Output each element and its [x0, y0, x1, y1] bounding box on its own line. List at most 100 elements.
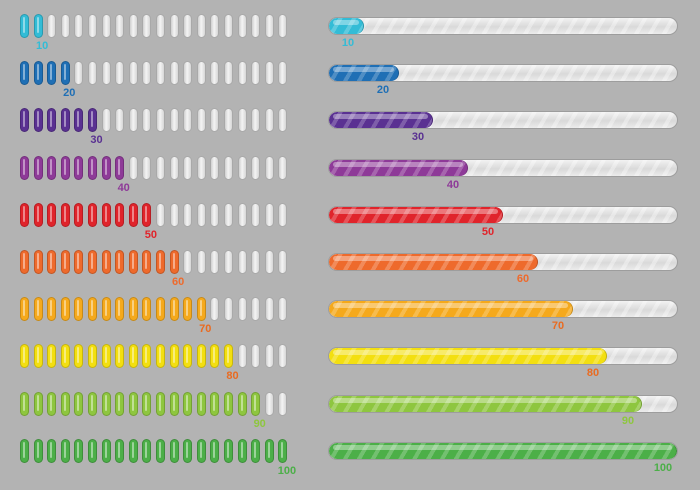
- progress-bar-fill: [329, 112, 434, 129]
- progress-segment-filled: [156, 297, 165, 322]
- progress-segment-filled: [210, 344, 220, 369]
- segmented-progress-label: 80: [226, 370, 239, 383]
- progress-segment-empty: [264, 344, 274, 369]
- progress-segment-filled: [88, 391, 97, 416]
- progress-segment-filled: [20, 108, 29, 133]
- progress-bar-track-60: [328, 253, 678, 271]
- progress-segment-filled: [264, 438, 274, 463]
- progress-segment-empty: [101, 61, 111, 86]
- segmented-progress-label: 20: [63, 87, 76, 100]
- progress-segment-filled: [20, 391, 29, 416]
- segmented-progress-label: 50: [144, 228, 158, 241]
- continuous-progress-label: 100: [653, 461, 673, 474]
- progress-segment-filled: [88, 202, 97, 227]
- progress-segment-empty: [237, 108, 247, 133]
- progress-segment-filled: [183, 391, 193, 416]
- progress-bar-fill: [329, 65, 399, 82]
- progress-segment-filled: [115, 297, 125, 322]
- progress-segment-filled: [20, 155, 29, 180]
- progress-bar-fill: [329, 348, 608, 365]
- progress-segment-filled: [278, 438, 288, 463]
- continuous-progress-label: 10: [341, 37, 355, 49]
- segmented-progress-bar-80: [20, 344, 300, 369]
- progress-bar-track-50: [328, 205, 678, 224]
- progress-segment-filled: [101, 391, 111, 416]
- progress-bar-fill: [329, 254, 538, 270]
- progress-segment-empty: [183, 108, 193, 133]
- progress-segment-filled: [142, 344, 152, 369]
- progress-segment-filled: [74, 250, 84, 274]
- progress-segment-filled: [20, 14, 29, 38]
- progress-segment-empty: [278, 391, 288, 416]
- progress-bar-fill: [329, 395, 643, 412]
- progress-segment-filled: [33, 344, 43, 369]
- continuous-progress-label: 80: [586, 367, 600, 380]
- progress-segment-empty: [88, 14, 97, 38]
- progress-segment-empty: [210, 14, 220, 38]
- progress-segment-empty: [251, 250, 261, 274]
- progress-segment-empty: [224, 14, 233, 38]
- progress-bar-track-30: [328, 111, 678, 130]
- progress-segment-filled: [20, 438, 29, 463]
- continuous-progress-label: 50: [481, 225, 495, 238]
- progress-segment-empty: [47, 14, 57, 38]
- progress-segment-empty: [210, 61, 220, 86]
- progress-segment-filled: [60, 108, 70, 133]
- progress-segment-empty: [142, 61, 152, 86]
- progress-segment-empty: [196, 155, 206, 180]
- progress-segment-filled: [128, 344, 138, 369]
- progress-segment-filled: [169, 250, 179, 274]
- progress-segment-filled: [169, 391, 179, 416]
- progress-segment-empty: [74, 61, 84, 86]
- progress-segment-filled: [115, 344, 125, 369]
- progress-segment-filled: [183, 344, 193, 369]
- progress-segment-filled: [33, 297, 43, 322]
- progress-segment-filled: [60, 250, 70, 274]
- progress-segment-filled: [142, 250, 152, 274]
- progress-segment-empty: [210, 108, 220, 133]
- progress-segment-empty: [251, 108, 261, 133]
- progress-segment-filled: [169, 438, 179, 463]
- progress-segment-filled: [88, 297, 97, 322]
- continuous-progress-label: 30: [411, 131, 425, 144]
- progress-segment-filled: [115, 202, 125, 227]
- progress-segment-empty: [156, 108, 165, 133]
- progress-segment-empty: [142, 14, 152, 38]
- progress-segment-filled: [47, 391, 57, 416]
- progress-segment-filled: [169, 297, 179, 322]
- progress-segment-filled: [101, 250, 111, 274]
- progress-segment-filled: [156, 391, 165, 416]
- progress-segment-empty: [183, 202, 193, 227]
- progress-segment-empty: [183, 61, 193, 86]
- progress-segment-filled: [88, 438, 97, 463]
- progress-segment-filled: [183, 438, 193, 463]
- progress-segment-filled: [210, 438, 220, 463]
- progress-segment-filled: [74, 155, 84, 180]
- progress-segment-filled: [47, 344, 57, 369]
- progress-segment-filled: [47, 438, 57, 463]
- progress-segment-empty: [115, 61, 125, 86]
- progress-bar-track-20: [328, 64, 678, 83]
- progress-segment-filled: [128, 438, 138, 463]
- progress-segment-empty: [183, 14, 193, 38]
- progress-segment-empty: [101, 108, 111, 133]
- progress-segment-empty: [101, 14, 111, 38]
- progress-segment-filled: [33, 155, 43, 180]
- progress-segment-empty: [88, 61, 97, 86]
- progress-segment-filled: [142, 438, 152, 463]
- progress-segment-filled: [128, 250, 138, 274]
- progress-segment-filled: [101, 297, 111, 322]
- progress-segment-filled: [88, 155, 97, 180]
- progress-bar-track-90: [328, 394, 678, 413]
- segmented-progress-bar-90: [20, 391, 300, 416]
- progress-bar-fill: [329, 159, 469, 176]
- progress-segment-filled: [101, 438, 111, 463]
- segmented-progress-bar-60: [20, 250, 300, 274]
- progress-segment-empty: [115, 108, 125, 133]
- progress-segment-filled: [20, 344, 29, 369]
- progress-segment-filled: [33, 61, 43, 86]
- progress-segment-filled: [33, 391, 43, 416]
- progress-segment-filled: [196, 344, 206, 369]
- progress-segment-filled: [224, 344, 233, 369]
